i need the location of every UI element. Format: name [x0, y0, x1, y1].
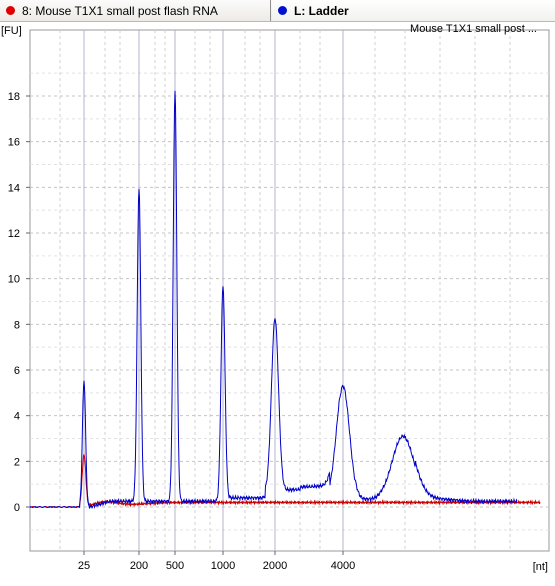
tab-sample-8-label: 8: Mouse T1X1 small post flash RNA	[22, 3, 218, 18]
x-tick-label: 1000	[211, 560, 235, 572]
y-tick-label: 18	[8, 91, 20, 103]
y-axis-label: [FU]	[1, 25, 22, 37]
ladder-color-dot-icon	[278, 6, 287, 15]
x-tick-label: 200	[130, 560, 148, 572]
x-tick-label: 500	[166, 560, 184, 572]
y-tick-label: 8	[14, 319, 20, 331]
tab-ladder-label: L: Ladder	[294, 3, 349, 18]
x-tick-label: 2000	[263, 560, 287, 572]
ladder-trace-line	[30, 90, 518, 509]
x-tick-label: 4000	[331, 560, 355, 572]
tab-sample-8[interactable]: 8: Mouse T1X1 small post flash RNA	[0, 0, 271, 21]
chart-title: Mouse T1X1 small post ...	[410, 23, 537, 35]
y-tick-label: 10	[8, 274, 20, 286]
plot-area	[29, 29, 550, 552]
y-tick-label: 4	[14, 411, 20, 423]
sample-tab-bar: 8: Mouse T1X1 small post flash RNA L: La…	[0, 0, 555, 22]
y-tick-label: 16	[8, 137, 20, 149]
y-tick-label: 0	[14, 502, 20, 514]
tab-ladder[interactable]: L: Ladder	[272, 0, 555, 21]
x-tick-label: 25	[78, 560, 90, 572]
y-tick-label: 14	[8, 182, 20, 194]
y-tick-label: 2	[14, 456, 20, 468]
electropherogram-chart: 0 2 4 6 8 10 12 14 16 18 25 200 500 1000 2000 4000 [FU] […	[1, 23, 550, 573]
sample-trace-line	[29, 453, 541, 509]
sample-color-dot-icon	[6, 6, 15, 15]
y-tick-label: 6	[14, 365, 20, 377]
x-axis-label: [nt]	[533, 561, 548, 573]
y-tick-label: 12	[8, 228, 20, 240]
